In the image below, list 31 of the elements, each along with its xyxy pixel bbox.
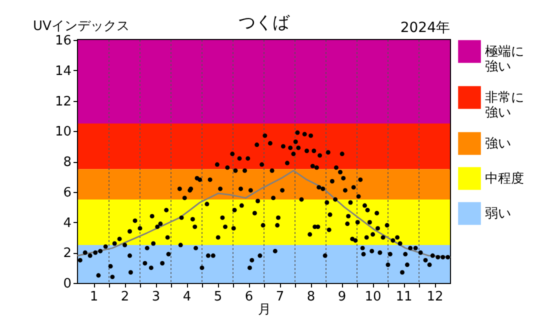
- legend-label: 強い: [485, 136, 511, 152]
- y-tick-label: 2: [63, 246, 72, 262]
- x-tick-label: 6: [244, 290, 254, 304]
- y-tick-label: 8: [63, 155, 72, 170]
- text: 2024年: [400, 20, 450, 36]
- x-tick-label: 9: [338, 290, 346, 304]
- legend-label: 中程度: [485, 170, 524, 186]
- legend-label: 弱い: [485, 206, 511, 222]
- x-tick-label: 11: [396, 290, 412, 304]
- line-series: [77, 170, 451, 258]
- y-tick-label: 4: [63, 216, 72, 231]
- y-tick-label: 14: [54, 64, 72, 79]
- x-tick-label: 2: [120, 290, 130, 304]
- band-label: 極端に強い: [485, 44, 524, 74]
- x-tick-label: 1: [90, 290, 98, 304]
- x-axis-title: 月: [258, 302, 271, 318]
- x-tick-label: 5: [214, 290, 222, 304]
- x-tick-label: 3: [152, 290, 160, 304]
- y-tick-label: 6: [63, 185, 72, 200]
- legend-label: 非常に強い: [485, 90, 524, 120]
- x-tick-label: 7: [276, 290, 284, 304]
- x-tick-label: 4: [182, 290, 192, 304]
- y-axis-title: UVインデックス: [33, 19, 130, 34]
- x-tick-label: 10: [364, 290, 382, 304]
- y-tick-label: 16: [54, 34, 72, 48]
- y-tick-label: 10: [54, 124, 72, 140]
- y-tick-label: 12: [54, 94, 72, 110]
- chart-title: つくば: [238, 13, 290, 33]
- y-tick-label: 0: [63, 276, 72, 292]
- x-tick-label: 12: [426, 290, 444, 304]
- x-tick-label: 8: [306, 290, 316, 304]
